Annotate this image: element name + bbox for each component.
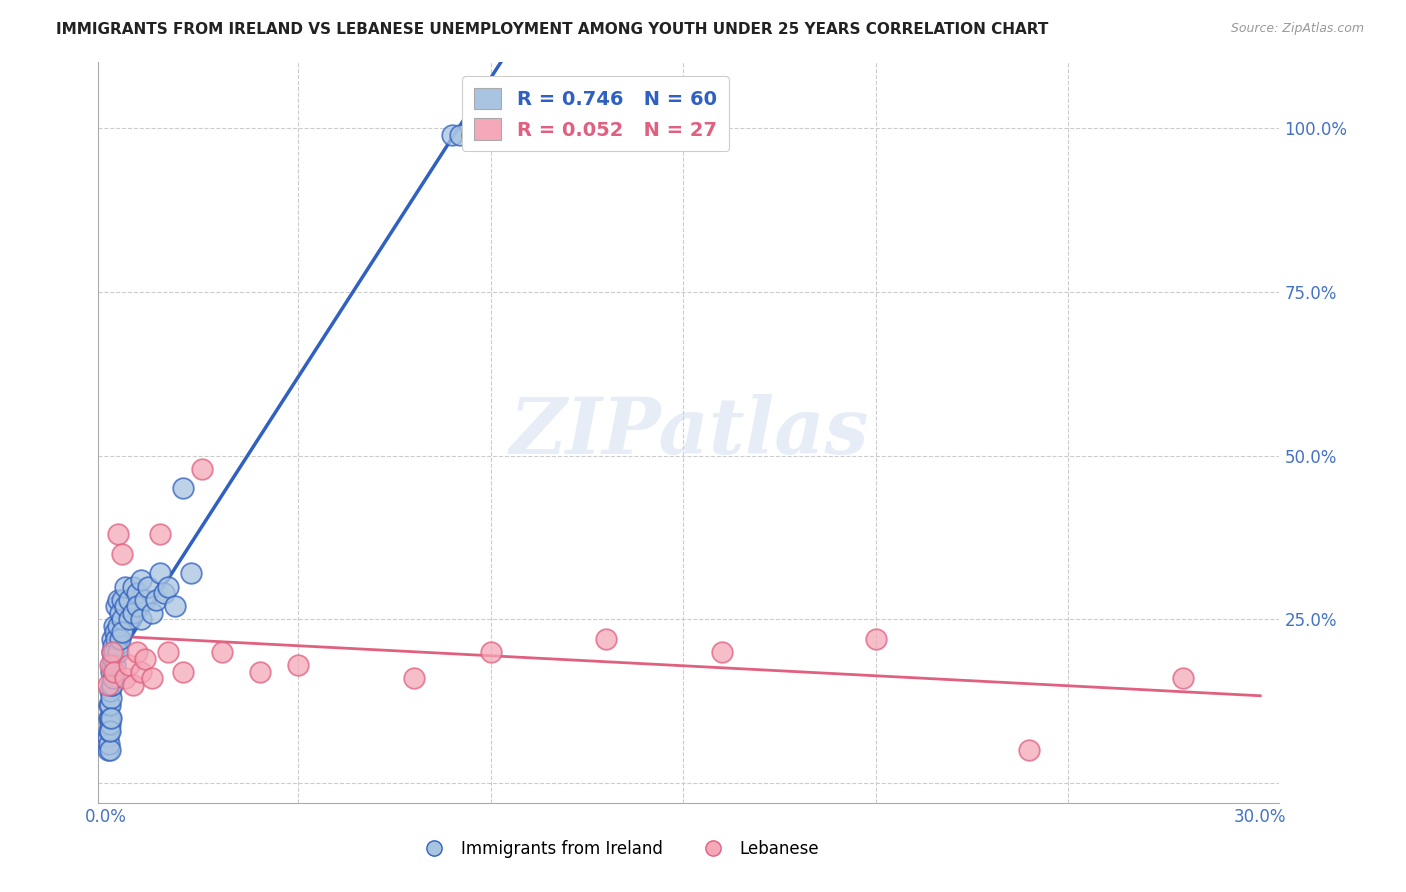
- Point: [118, 658, 141, 673]
- Point: [100, 665, 122, 679]
- Point: [118, 612, 141, 626]
- Point: [165, 599, 187, 614]
- Point: [98, 723, 121, 738]
- Point: [1018, 743, 1040, 757]
- Point: [97, 731, 120, 745]
- Point: [149, 527, 172, 541]
- Point: [103, 625, 125, 640]
- Point: [249, 665, 271, 679]
- Point: [100, 711, 122, 725]
- Point: [129, 612, 152, 626]
- Point: [98, 723, 121, 738]
- Point: [129, 573, 152, 587]
- Text: ZIPatlas: ZIPatlas: [509, 394, 869, 471]
- Point: [103, 665, 125, 679]
- Point: [103, 645, 125, 659]
- Point: [98, 743, 121, 757]
- Point: [108, 632, 131, 646]
- Point: [100, 678, 122, 692]
- Point: [101, 632, 124, 646]
- Point: [97, 737, 120, 751]
- Point: [141, 606, 163, 620]
- Point: [101, 645, 124, 659]
- Point: [101, 671, 124, 685]
- Point: [98, 698, 121, 712]
- Point: [107, 645, 129, 659]
- Point: [100, 690, 122, 705]
- Point: [156, 580, 179, 594]
- Point: [101, 645, 124, 659]
- Point: [172, 481, 194, 495]
- Point: [865, 632, 887, 646]
- Point: [104, 632, 127, 646]
- Point: [153, 586, 176, 600]
- Point: [122, 580, 145, 594]
- Legend: Immigrants from Ireland, Lebanese: Immigrants from Ireland, Lebanese: [411, 833, 825, 865]
- Point: [114, 580, 136, 594]
- Point: [402, 671, 425, 685]
- Point: [145, 592, 167, 607]
- Point: [460, 128, 482, 142]
- Point: [138, 580, 160, 594]
- Point: [107, 527, 129, 541]
- Point: [287, 658, 309, 673]
- Point: [211, 645, 233, 659]
- Point: [97, 743, 120, 757]
- Point: [122, 678, 145, 692]
- Point: [125, 599, 148, 614]
- Point: [449, 128, 471, 142]
- Point: [98, 658, 121, 673]
- Point: [98, 684, 121, 698]
- Point: [98, 711, 121, 725]
- Point: [172, 665, 194, 679]
- Point: [595, 632, 617, 646]
- Point: [110, 592, 132, 607]
- Text: IMMIGRANTS FROM IRELAND VS LEBANESE UNEMPLOYMENT AMONG YOUTH UNDER 25 YEARS CORR: IMMIGRANTS FROM IRELAND VS LEBANESE UNEM…: [56, 22, 1049, 37]
- Point: [149, 566, 172, 581]
- Point: [114, 671, 136, 685]
- Point: [710, 645, 733, 659]
- Point: [97, 678, 120, 692]
- Point: [134, 592, 156, 607]
- Point: [125, 645, 148, 659]
- Point: [101, 678, 124, 692]
- Point: [110, 625, 132, 640]
- Point: [114, 599, 136, 614]
- Point: [125, 586, 148, 600]
- Point: [191, 461, 214, 475]
- Point: [101, 639, 124, 653]
- Point: [97, 711, 120, 725]
- Point: [104, 599, 127, 614]
- Point: [108, 606, 131, 620]
- Point: [110, 547, 132, 561]
- Point: [107, 619, 129, 633]
- Point: [103, 619, 125, 633]
- Point: [98, 698, 121, 712]
- Point: [141, 671, 163, 685]
- Point: [479, 645, 502, 659]
- Point: [101, 651, 124, 665]
- Point: [101, 658, 124, 673]
- Point: [103, 658, 125, 673]
- Point: [122, 606, 145, 620]
- Point: [110, 612, 132, 626]
- Point: [98, 717, 121, 731]
- Point: [118, 592, 141, 607]
- Point: [156, 645, 179, 659]
- Point: [107, 592, 129, 607]
- Point: [134, 651, 156, 665]
- Point: [129, 665, 152, 679]
- Text: Source: ZipAtlas.com: Source: ZipAtlas.com: [1230, 22, 1364, 36]
- Point: [441, 128, 464, 142]
- Point: [1173, 671, 1195, 685]
- Point: [180, 566, 202, 581]
